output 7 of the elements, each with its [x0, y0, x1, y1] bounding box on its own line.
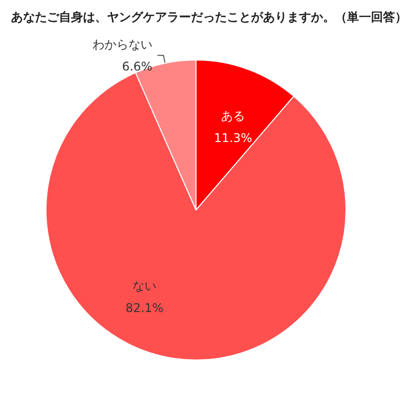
- slice-label: ある: [221, 108, 246, 123]
- data-label: 82.1%: [125, 301, 164, 316]
- chart-title: あなたご自身は、ヤングケアラーだったことがありますか。（単一回答）: [11, 10, 407, 24]
- slice-label: わからない: [92, 37, 152, 52]
- data-label: 11.3%: [214, 130, 252, 145]
- data-label: 6.6%: [122, 59, 152, 74]
- slice-label: ない: [132, 279, 157, 294]
